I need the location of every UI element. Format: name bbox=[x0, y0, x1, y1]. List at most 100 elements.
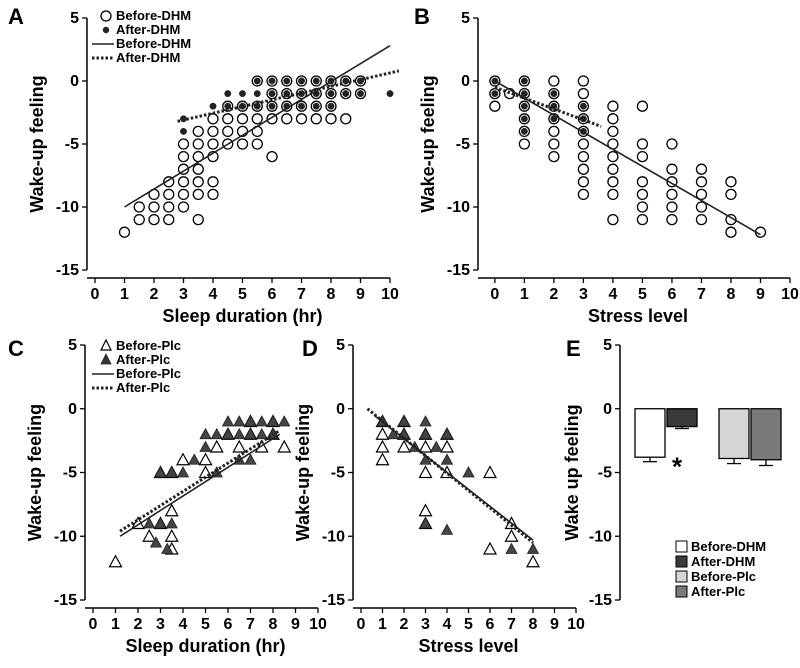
fit-line bbox=[177, 69, 400, 123]
legend-marker bbox=[100, 353, 112, 365]
data-point bbox=[165, 517, 178, 529]
panel-a-x-axis-label: Sleep duration (hr) bbox=[162, 306, 322, 326]
panel-a-xtick-label: 8 bbox=[327, 286, 336, 303]
data-point bbox=[325, 113, 337, 125]
data-point bbox=[419, 517, 432, 529]
data-point bbox=[695, 176, 708, 188]
panel-d-xtick-label: 5 bbox=[464, 616, 473, 633]
data-point bbox=[666, 138, 678, 150]
panel-d-xtick-label: 4 bbox=[443, 616, 452, 633]
data-point bbox=[268, 77, 276, 85]
legend-label: Before-DHM bbox=[116, 8, 191, 23]
panel-c-xtick-label: 0 bbox=[89, 616, 98, 633]
fit-line bbox=[366, 407, 534, 544]
panel-a-xtick-label: 9 bbox=[356, 286, 365, 303]
data-point bbox=[636, 188, 649, 201]
data-point bbox=[298, 77, 305, 85]
data-point bbox=[233, 427, 246, 440]
data-point bbox=[222, 113, 234, 125]
significance-asterisk: * bbox=[672, 452, 683, 482]
panel-b-xtick-label: 5 bbox=[638, 286, 647, 303]
panel-c-xtick-label: 5 bbox=[201, 616, 210, 633]
data-point bbox=[440, 523, 454, 535]
data-point bbox=[419, 415, 432, 427]
data-point bbox=[177, 176, 190, 188]
data-point bbox=[175, 452, 191, 466]
data-point bbox=[244, 415, 257, 427]
data-point bbox=[548, 75, 560, 87]
data-point bbox=[118, 226, 131, 238]
data-point bbox=[224, 90, 232, 98]
data-point bbox=[177, 201, 190, 213]
data-point bbox=[163, 201, 175, 213]
data-point bbox=[397, 415, 411, 427]
data-point bbox=[221, 415, 235, 427]
legend-label: After-DHM bbox=[116, 22, 180, 37]
data-point bbox=[482, 465, 498, 479]
data-point bbox=[607, 176, 619, 188]
data-point bbox=[236, 113, 249, 125]
data-point bbox=[439, 439, 455, 453]
data-point bbox=[266, 415, 280, 427]
legend-label: Before-DHM bbox=[116, 36, 191, 51]
data-point bbox=[666, 213, 678, 226]
panel-d-xtick-label: 8 bbox=[529, 616, 538, 633]
data-point bbox=[210, 427, 223, 440]
data-point bbox=[607, 125, 619, 138]
data-point bbox=[255, 427, 268, 440]
panel-e-y-axis-label: Wake up feeling bbox=[562, 404, 582, 540]
legend-label: After-DHM bbox=[116, 50, 180, 65]
legend-label: After-Plc bbox=[691, 584, 745, 599]
data-point bbox=[636, 176, 649, 188]
panel-c-xtick-label: 2 bbox=[134, 616, 143, 633]
bar-after-dhm bbox=[666, 408, 698, 428]
panel-c-xtick-label: 9 bbox=[291, 616, 300, 633]
data-point bbox=[725, 226, 737, 238]
data-point bbox=[636, 138, 649, 150]
panel-b-ytick-label: -15 bbox=[447, 262, 470, 279]
data-point bbox=[163, 213, 175, 226]
data-point bbox=[725, 188, 737, 201]
panel-c-ytick-label: 0 bbox=[68, 401, 77, 418]
fit-line bbox=[119, 429, 281, 533]
data-point bbox=[607, 213, 619, 226]
data-point bbox=[177, 138, 190, 150]
data-point bbox=[192, 163, 204, 175]
data-point bbox=[525, 554, 541, 568]
panel-e-ytick-label: 5 bbox=[603, 337, 612, 354]
data-point bbox=[577, 75, 590, 87]
panel-a-ytick-label: 0 bbox=[70, 73, 79, 90]
data-point bbox=[440, 453, 454, 465]
data-point bbox=[312, 102, 320, 110]
data-point bbox=[386, 90, 394, 98]
panel-b-xtick-label: 9 bbox=[756, 286, 765, 303]
data-point bbox=[253, 90, 261, 98]
data-point bbox=[418, 439, 433, 453]
data-point bbox=[177, 150, 190, 163]
data-point bbox=[268, 102, 276, 110]
data-point bbox=[207, 176, 219, 188]
data-point bbox=[548, 125, 560, 138]
data-point bbox=[550, 90, 558, 98]
data-point bbox=[327, 102, 335, 110]
data-point bbox=[482, 541, 498, 555]
panel-b-ytick-label: -10 bbox=[447, 199, 470, 216]
data-point bbox=[520, 77, 528, 85]
data-point bbox=[255, 415, 268, 427]
legend-marker bbox=[100, 10, 112, 22]
panel-a-ytick-label: -5 bbox=[65, 136, 79, 153]
data-point bbox=[577, 176, 590, 188]
data-point bbox=[440, 427, 454, 440]
data-point bbox=[396, 439, 412, 453]
data-point bbox=[636, 150, 649, 163]
data-point bbox=[491, 90, 499, 98]
data-point bbox=[133, 213, 145, 226]
panel-d-xtick-label: 10 bbox=[567, 616, 585, 633]
panel-c-xtick-label: 1 bbox=[111, 616, 120, 633]
data-point bbox=[164, 503, 179, 517]
data-point bbox=[209, 439, 224, 453]
panel-a-xtick-label: 0 bbox=[91, 286, 100, 303]
data-point bbox=[520, 115, 528, 123]
